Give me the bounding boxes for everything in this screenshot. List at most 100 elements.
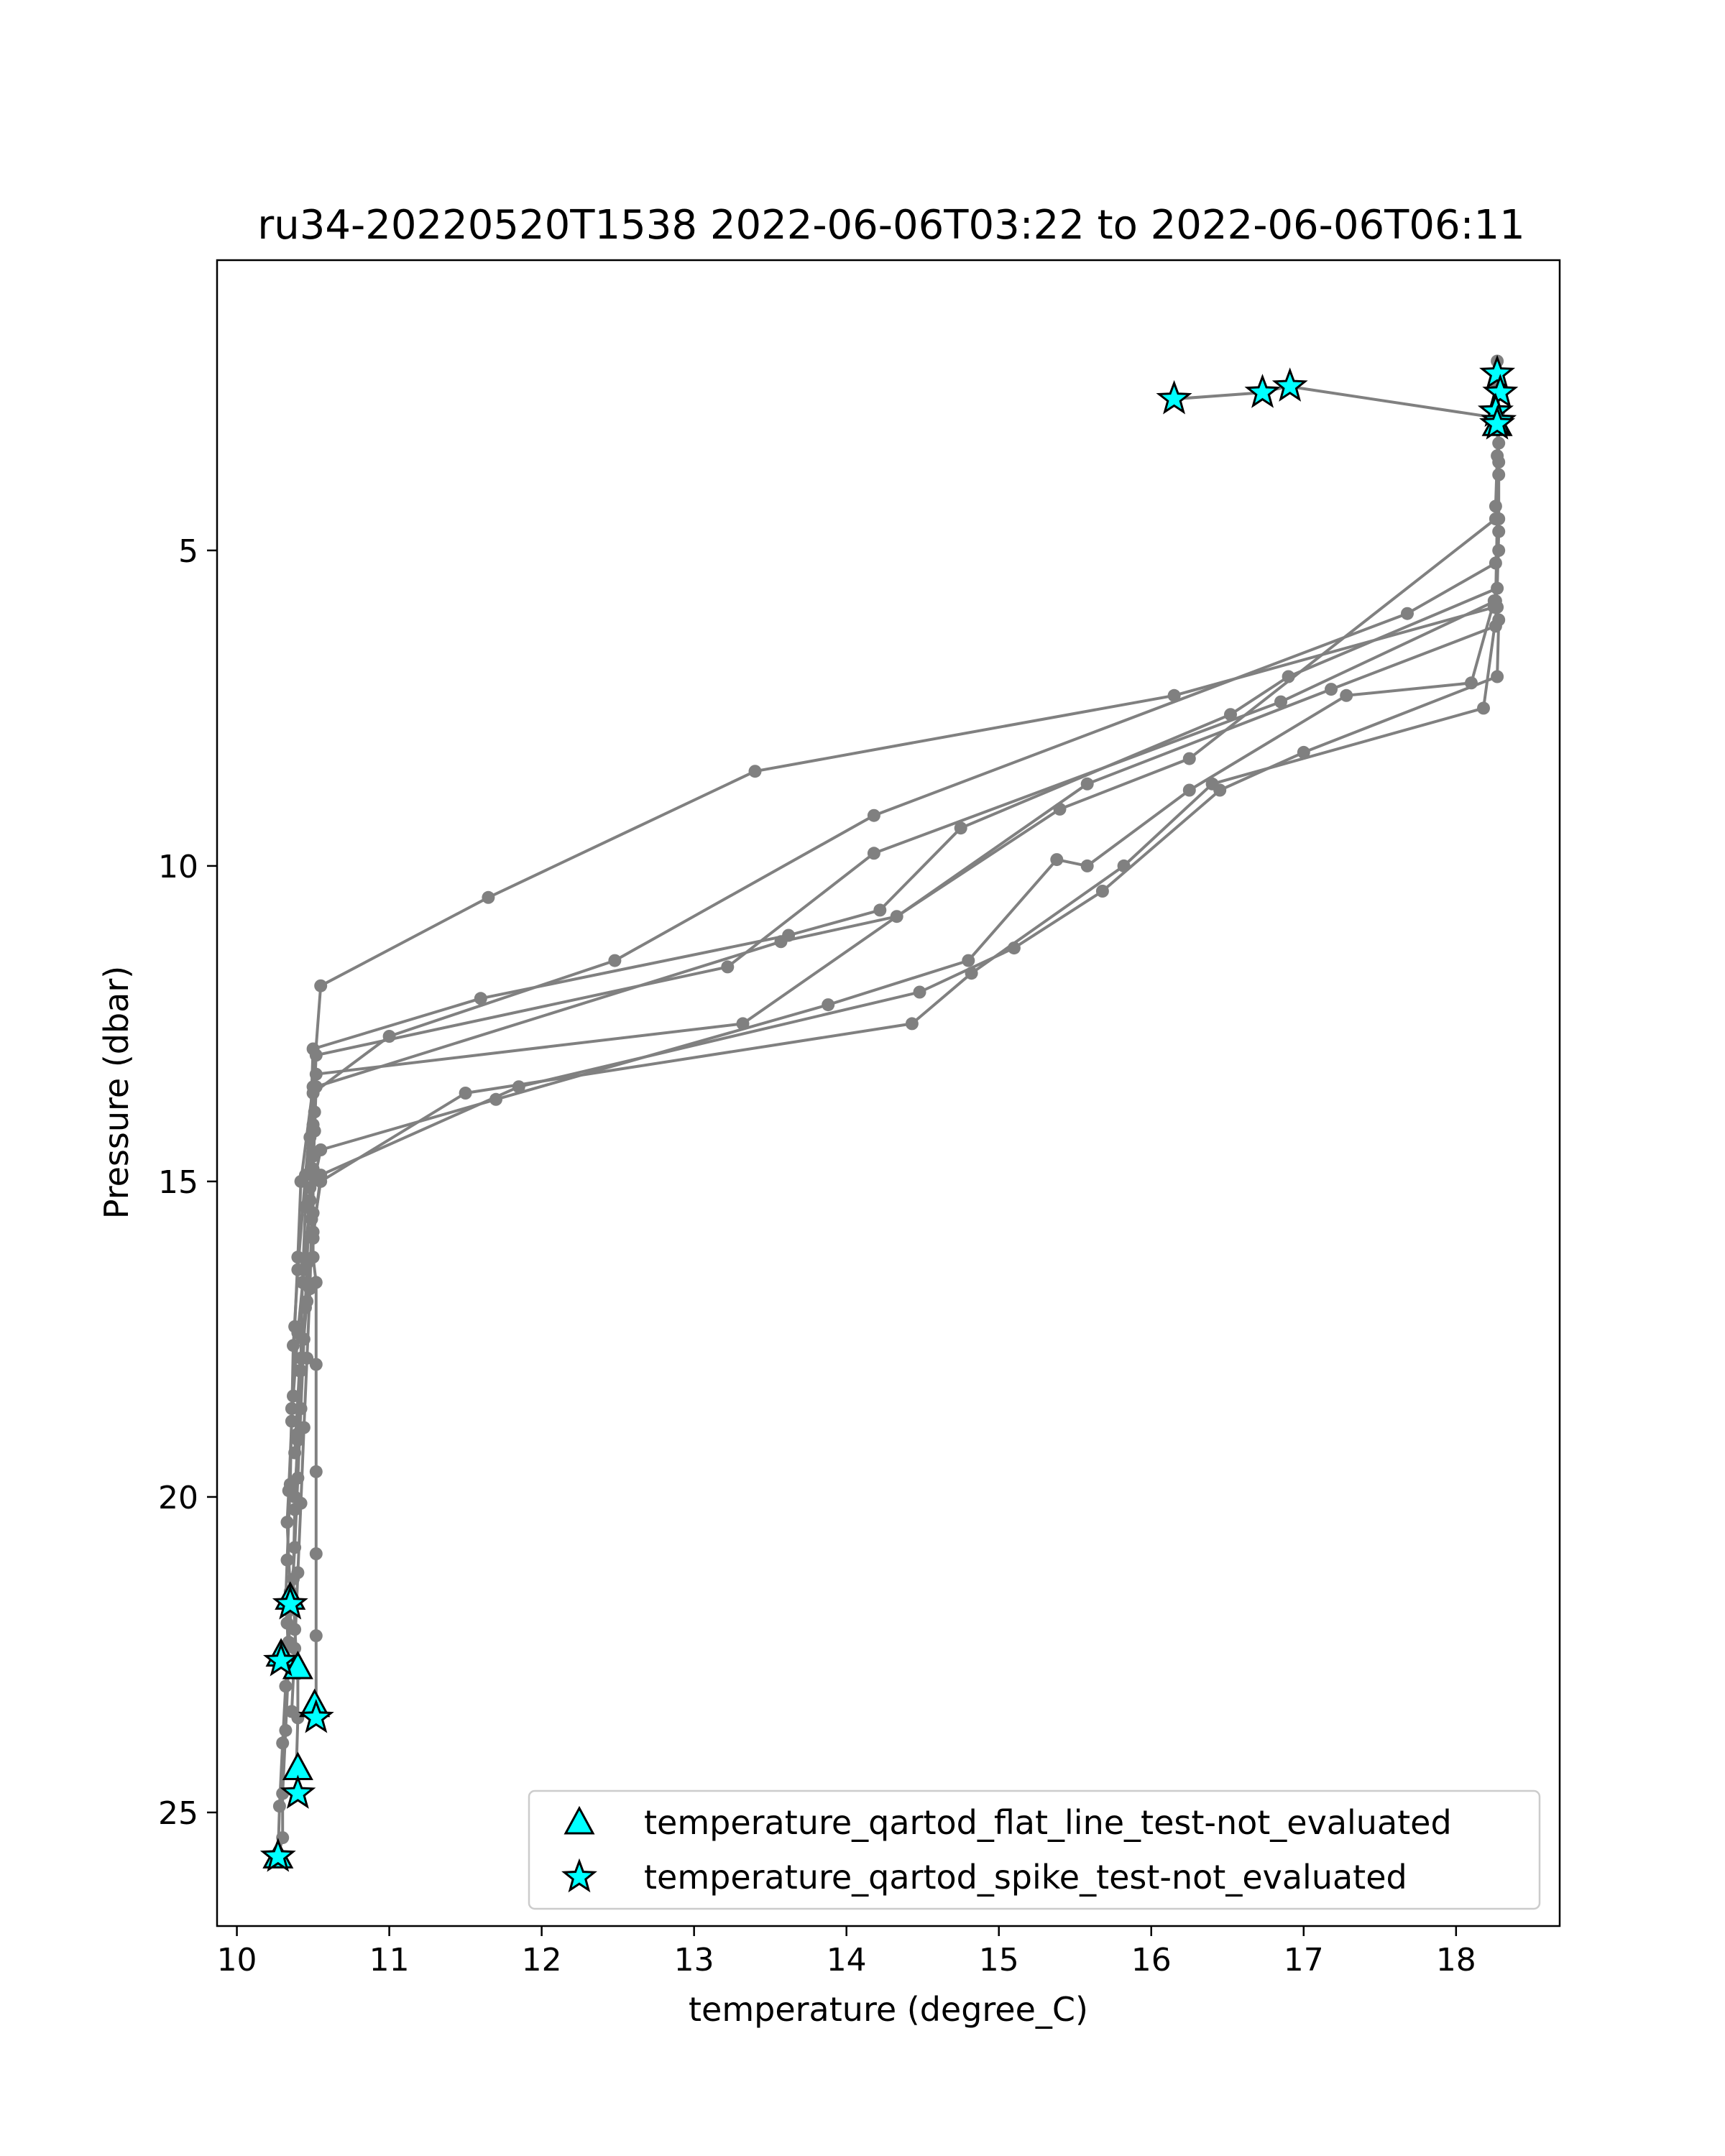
profile-point — [309, 1080, 323, 1094]
profile-line — [276, 386, 1501, 1857]
x-tick-label: 12 — [522, 1942, 562, 1978]
profile-point — [288, 1490, 302, 1503]
profile-point — [272, 1800, 286, 1813]
profile-point — [1095, 885, 1109, 898]
profile-point — [1491, 600, 1504, 614]
profile-point — [279, 1723, 293, 1737]
spike-test-marker — [280, 1774, 316, 1809]
profile-point — [1492, 613, 1506, 627]
profile-point — [1213, 783, 1227, 797]
profile-point — [1401, 607, 1414, 620]
profile-point — [913, 985, 926, 999]
spike-test-marker — [259, 1838, 296, 1872]
profile-point — [309, 1358, 323, 1371]
spike-test-marker — [263, 1641, 300, 1677]
x-axis-ticks: 10 11 12 13 14 15 16 17 18 — [217, 1926, 1476, 1978]
profile-point — [291, 1566, 305, 1580]
profile-point — [299, 1301, 312, 1314]
profile-point — [1182, 783, 1196, 797]
profile-point — [308, 1124, 321, 1138]
spike-test-marker — [1244, 374, 1281, 408]
profile-point — [962, 954, 975, 967]
profile-point — [297, 1263, 310, 1276]
profile-point — [279, 1680, 293, 1693]
legend: temperature_qartod_flat_line_test-not_ev… — [528, 1789, 1541, 1910]
flagged-points — [259, 354, 1519, 1872]
profile-point — [1477, 701, 1490, 715]
profile-point — [721, 960, 735, 974]
spike-test-marker — [298, 1699, 334, 1733]
profile-point — [309, 1049, 323, 1062]
profile-point — [867, 808, 880, 822]
profile-point — [309, 1276, 323, 1289]
profile-point — [291, 1326, 305, 1340]
x-tick-label: 18 — [1436, 1942, 1476, 1978]
profile-point — [309, 1629, 323, 1643]
y-tick-label: 5 — [178, 533, 198, 570]
profile-point — [1274, 695, 1287, 709]
profile-point — [280, 1516, 294, 1529]
x-tick-label: 17 — [1284, 1942, 1324, 1978]
profile-point — [512, 1080, 525, 1094]
spike-test-marker — [1271, 367, 1308, 402]
legend-triangle-marker — [564, 1805, 595, 1835]
profile-point — [1325, 683, 1338, 696]
x-tick-label: 16 — [1131, 1942, 1172, 1978]
x-tick-label: 13 — [674, 1942, 714, 1978]
chart-title: ru34-20220520T1538 2022-06-06T03:22 to 2… — [257, 202, 1524, 249]
profile-point — [822, 998, 835, 1012]
spike-test-marker — [1479, 405, 1516, 440]
profile-point — [1491, 670, 1504, 683]
flat-line-test-marker — [282, 1650, 313, 1680]
profile-point — [1167, 688, 1181, 702]
profile-point — [459, 1087, 472, 1100]
plot-frame — [216, 259, 1561, 1927]
profile-lines — [271, 354, 1506, 1864]
y-tick-label: 20 — [158, 1480, 198, 1516]
profile-point — [288, 1446, 302, 1460]
profile-point — [1050, 853, 1064, 867]
y-tick-label: 25 — [158, 1795, 198, 1832]
profile-point — [293, 1364, 306, 1378]
profile-point — [297, 1421, 310, 1434]
profile-point — [1297, 745, 1310, 759]
x-tick-label: 10 — [217, 1942, 257, 1978]
profile-point — [291, 1433, 305, 1447]
profile-point — [285, 1705, 298, 1718]
profile-point — [288, 1641, 302, 1655]
y-tick-label: 15 — [158, 1164, 198, 1201]
profile-point — [276, 1736, 290, 1750]
spike-test-marker — [1482, 374, 1519, 408]
profile-point — [1492, 456, 1506, 469]
profile-point — [474, 992, 487, 1005]
spike-test-marker — [272, 1585, 308, 1620]
profile-line — [292, 600, 1496, 1396]
legend-star-marker — [561, 1858, 597, 1893]
spike-test-marker — [1479, 354, 1516, 390]
y-tick-label: 10 — [158, 849, 198, 885]
profile-point — [1080, 777, 1094, 791]
profile-line — [311, 517, 1497, 1718]
profile-point — [1340, 688, 1353, 702]
profile-point — [954, 821, 967, 835]
profile-point — [1489, 512, 1502, 525]
profile-line — [290, 461, 1501, 1712]
x-axis-label: temperature (degree_C) — [689, 1990, 1088, 2029]
profile-point — [1182, 752, 1196, 765]
x-tick-label: 14 — [827, 1942, 867, 1978]
profile-point — [867, 847, 880, 860]
profile-point — [314, 979, 328, 992]
y-axis-label: Pressure (dbar) — [97, 966, 136, 1219]
profile-point — [482, 890, 495, 904]
profile-point — [306, 1250, 320, 1264]
profile-point — [774, 935, 788, 949]
profile-point — [1080, 859, 1094, 872]
profile-point — [306, 1231, 320, 1245]
profile-point — [905, 1017, 919, 1031]
profile-point — [1007, 941, 1021, 955]
profile-point — [608, 954, 622, 967]
x-tick-label: 11 — [369, 1942, 410, 1978]
profile-point — [300, 1351, 314, 1365]
legend-box — [528, 1789, 1541, 1910]
x-tick-label: 15 — [979, 1942, 1019, 1978]
